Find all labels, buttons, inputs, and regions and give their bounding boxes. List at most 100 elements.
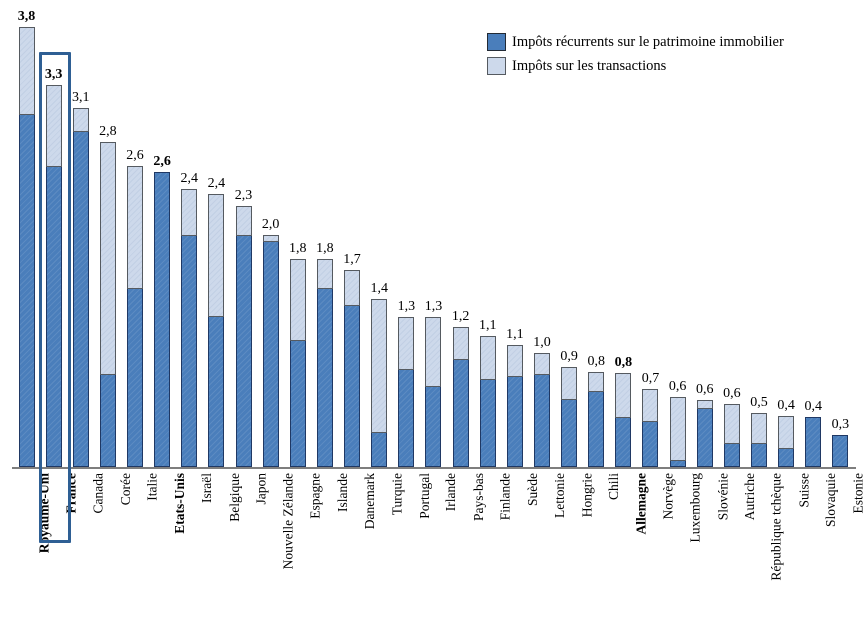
- bar-recurrent-etats-unis: [154, 172, 171, 467]
- value-label-suede: 1,1: [506, 327, 524, 342]
- legend-item-recurrent: Impôts récurrents sur le patrimoine immo…: [487, 33, 784, 51]
- value-label-norvege: 0,7: [641, 371, 660, 386]
- category-label-republique-tcheque: République tchèque: [769, 473, 785, 581]
- category-label-danemark: Danemark: [362, 473, 378, 530]
- bar-transactions-italie: [127, 166, 144, 289]
- bar-transactions-israel: [181, 189, 198, 236]
- category-label-slovaquie: Slovaquie: [823, 473, 839, 527]
- value-label-hongrie: 0,9: [560, 349, 578, 364]
- bar-transactions-allemagne: [615, 373, 632, 418]
- bar-recurrent-coree: [99, 374, 116, 467]
- value-label-finlande: 1,1: [478, 318, 497, 333]
- category-label-japon: Japon: [253, 473, 269, 505]
- value-label-slovaquie: 0,4: [804, 399, 823, 414]
- bar-recurrent-estonie: [832, 435, 849, 467]
- legend-label-transactions: Impôts sur les transactions: [512, 57, 667, 74]
- bar-transactions-espagne: [289, 259, 306, 341]
- category-label-coree: Corée: [117, 473, 133, 506]
- bar-recurrent-italie: [127, 288, 144, 467]
- bar-recurrent-luxembourg: [669, 460, 686, 467]
- bar-recurrent-danemark: [344, 305, 361, 467]
- bar-recurrent-canada: [72, 131, 89, 467]
- category-label-autriche: Autriche: [741, 473, 757, 521]
- value-label-belgique: 2,4: [207, 176, 226, 191]
- category-label-canada: Canada: [90, 473, 106, 514]
- value-label-estonie: 0,3: [831, 417, 850, 432]
- value-label-islande: 1,8: [316, 241, 334, 256]
- bar-transactions-portugal: [398, 317, 415, 370]
- legend-swatch-transactions: [487, 57, 506, 75]
- bar-transactions-turquie: [371, 299, 388, 433]
- bar-recurrent-nouvelle-zelande: [262, 241, 279, 467]
- legend-label-recurrent: Impôts récurrents sur le patrimoine immo…: [512, 33, 784, 50]
- bar-transactions-coree: [99, 142, 116, 375]
- category-label-irlande: Irlande: [443, 473, 459, 512]
- value-label-luxembourg: 0,6: [668, 379, 687, 394]
- category-label-etats-unis: Etats-Unis: [172, 473, 188, 534]
- bar-recurrent-japon: [235, 235, 252, 467]
- bar-recurrent-espagne: [289, 340, 306, 467]
- bar-transactions-belgique: [208, 194, 225, 317]
- category-label-israel: Israël: [199, 473, 215, 503]
- bar-transactions-pays-bas: [452, 327, 469, 360]
- bar-recurrent-france: [45, 166, 62, 467]
- bar-recurrent-republique-tcheque: [751, 443, 767, 467]
- legend-swatch-recurrent: [487, 33, 506, 51]
- value-label-coree: 2,8: [99, 124, 117, 139]
- bar-recurrent-portugal: [398, 369, 415, 467]
- value-label-france: 3,3: [44, 67, 63, 82]
- bar-recurrent-irlande: [425, 386, 442, 467]
- bar-recurrent-royaume-uni: [18, 114, 35, 467]
- x-axis-line: [12, 467, 856, 469]
- bar-transactions-autriche: [723, 404, 740, 444]
- bar-transactions-luxembourg: [669, 397, 686, 461]
- bar-transactions-danemark: [344, 270, 361, 306]
- category-label-norvege: Norvège: [660, 473, 676, 520]
- bar-recurrent-suede: [506, 376, 523, 467]
- value-label-lettonie: 1,0: [533, 335, 551, 350]
- category-label-turquie: Turquie: [389, 473, 405, 516]
- bar-recurrent-turquie: [371, 432, 388, 467]
- bar-recurrent-belgique: [208, 316, 225, 467]
- value-label-irlande: 1,3: [424, 299, 443, 314]
- category-label-belgique: Belgique: [226, 473, 242, 522]
- bar-recurrent-chili: [588, 391, 605, 467]
- bar-transactions-islande: [316, 259, 333, 289]
- bar-transactions-suisse: [778, 416, 795, 449]
- category-label-nouvelle-zelande: Nouvelle Zélande: [280, 473, 296, 570]
- value-label-slovenie: 0,6: [696, 382, 714, 397]
- bar-transactions-nouvelle-zelande: [262, 235, 279, 242]
- bar-transactions-chili: [588, 372, 605, 392]
- category-label-portugal: Portugal: [416, 473, 432, 519]
- bar-recurrent-norvege: [642, 421, 659, 467]
- value-label-italie: 2,6: [126, 148, 144, 163]
- category-label-espagne: Espagne: [307, 473, 323, 519]
- value-label-republique-tcheque: 0,5: [750, 395, 768, 410]
- category-label-pays-bas: Pays-bas: [470, 473, 486, 521]
- value-label-espagne: 1,8: [289, 241, 307, 256]
- bar-transactions-republique-tcheque: [751, 413, 767, 444]
- category-label-italie: Italie: [145, 473, 161, 501]
- category-label-estonie: Estonie: [850, 473, 866, 514]
- category-label-lettonie: Lettonie: [551, 473, 567, 518]
- category-label-hongrie: Hongrie: [579, 473, 595, 518]
- category-label-suede: Suède: [524, 473, 540, 506]
- value-label-allemagne: 0,8: [614, 355, 633, 370]
- bar-recurrent-pays-bas: [452, 359, 469, 467]
- value-label-royaume-uni: 3,8: [17, 9, 36, 24]
- category-label-suisse: Suisse: [796, 473, 812, 508]
- category-label-finlande: Finlande: [497, 473, 513, 521]
- bar-transactions-hongrie: [561, 367, 578, 400]
- value-label-autriche: 0,6: [723, 386, 741, 401]
- bar-recurrent-suisse: [778, 448, 795, 467]
- value-label-etats-unis: 2,6: [153, 154, 171, 169]
- bar-transactions-japon: [235, 206, 252, 236]
- bar-transactions-slovenie: [696, 400, 713, 409]
- value-label-danemark: 1,7: [343, 252, 361, 267]
- value-label-chili: 0,8: [587, 354, 605, 369]
- bar-transactions-france: [45, 85, 62, 167]
- value-label-portugal: 1,3: [397, 299, 416, 314]
- value-label-suisse: 0,4: [777, 398, 795, 413]
- value-label-nouvelle-zelande: 2,0: [261, 217, 280, 232]
